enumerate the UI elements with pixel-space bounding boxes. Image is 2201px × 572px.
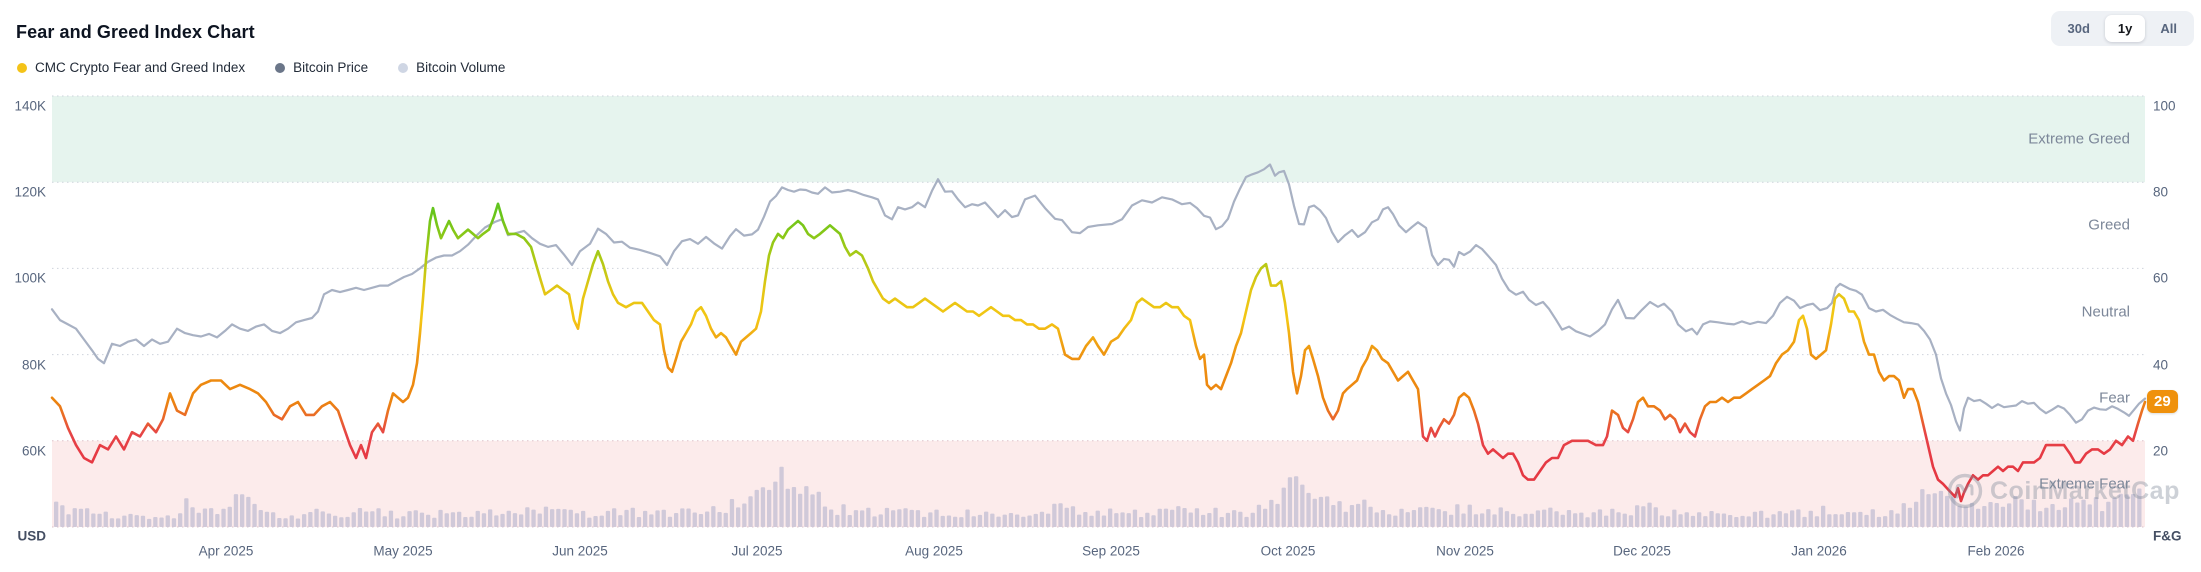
x-axis-month-label: Dec 2025	[1613, 543, 1671, 559]
zone-label-neutral: Neutral	[2081, 303, 2130, 321]
x-axis-month-label: Sep 2025	[1082, 543, 1140, 559]
left-axis-tick: 60K	[21, 443, 46, 459]
time-range-selector: 30d 1y All	[2050, 11, 2194, 46]
fng-series-dot-icon	[17, 62, 27, 73]
left-axis-unit: USD	[17, 528, 46, 544]
zone-label-greed: Greed	[2088, 216, 2130, 234]
range-button-30d[interactable]: 30d	[2055, 15, 2103, 42]
zone-label-extreme-fear: Extreme Fear	[2039, 475, 2130, 493]
left-axis-tick: 120K	[14, 184, 46, 200]
right-axis-tick: 60	[2153, 270, 2169, 286]
right-axis-tick: 20	[2153, 443, 2169, 459]
x-axis-month-label: Aug 2025	[905, 543, 963, 559]
x-axis-month-label: Feb 2026	[1967, 543, 2025, 559]
x-axis-month-label: May 2025	[373, 543, 433, 559]
left-axis-tick: 140K	[14, 98, 46, 114]
left-axis-tick: 80K	[21, 357, 46, 373]
current-fng-value-badge: 29	[2147, 390, 2178, 413]
legend-label-btc-price: Bitcoin Price	[293, 60, 369, 75]
x-axis-month-label: Jan 2026	[1791, 543, 1847, 559]
btc-volume-series-dot-icon	[398, 62, 409, 73]
legend-label-fng: CMC Crypto Fear and Greed Index	[35, 60, 246, 75]
left-axis-tick: 100K	[14, 270, 46, 286]
watermark-text: CoinMarketCap	[1990, 476, 2180, 505]
zone-label-fear: Fear	[2099, 389, 2130, 407]
x-axis-month-label: Oct 2025	[1260, 543, 1316, 559]
right-axis-unit: F&G	[2153, 528, 2182, 544]
legend-item-btc-price[interactable]: Bitcoin Price	[275, 60, 368, 75]
right-axis-tick: 80	[2153, 184, 2169, 200]
range-button-1y[interactable]: 1y	[2104, 15, 2146, 42]
legend-item-btc-volume[interactable]: Bitcoin Volume	[398, 60, 505, 75]
coinmarketcap-watermark: CoinMarketCap	[1946, 472, 2180, 510]
btc-price-series-dot-icon	[275, 62, 286, 73]
range-button-all[interactable]: All	[2147, 15, 2190, 42]
zone-label-extreme-greed: Extreme Greed	[2028, 130, 2130, 148]
right-axis-tick: 100	[2153, 98, 2176, 114]
legend-label-btc-volume: Bitcoin Volume	[416, 60, 506, 75]
x-axis-month-label: Apr 2025	[198, 543, 254, 559]
right-axis-tick: 40	[2153, 357, 2169, 373]
x-axis-month-label: Jun 2025	[552, 543, 608, 559]
coinmarketcap-logo-icon	[1947, 473, 1983, 509]
page-title: Fear and Greed Index Chart	[16, 22, 255, 42]
legend-item-fng[interactable]: CMC Crypto Fear and Greed Index	[17, 60, 245, 75]
x-axis-month-label: Jul 2025	[731, 543, 783, 559]
chart-legend: CMC Crypto Fear and Greed Index Bitcoin …	[17, 60, 505, 75]
x-axis-month-label: Nov 2025	[1436, 543, 1494, 559]
